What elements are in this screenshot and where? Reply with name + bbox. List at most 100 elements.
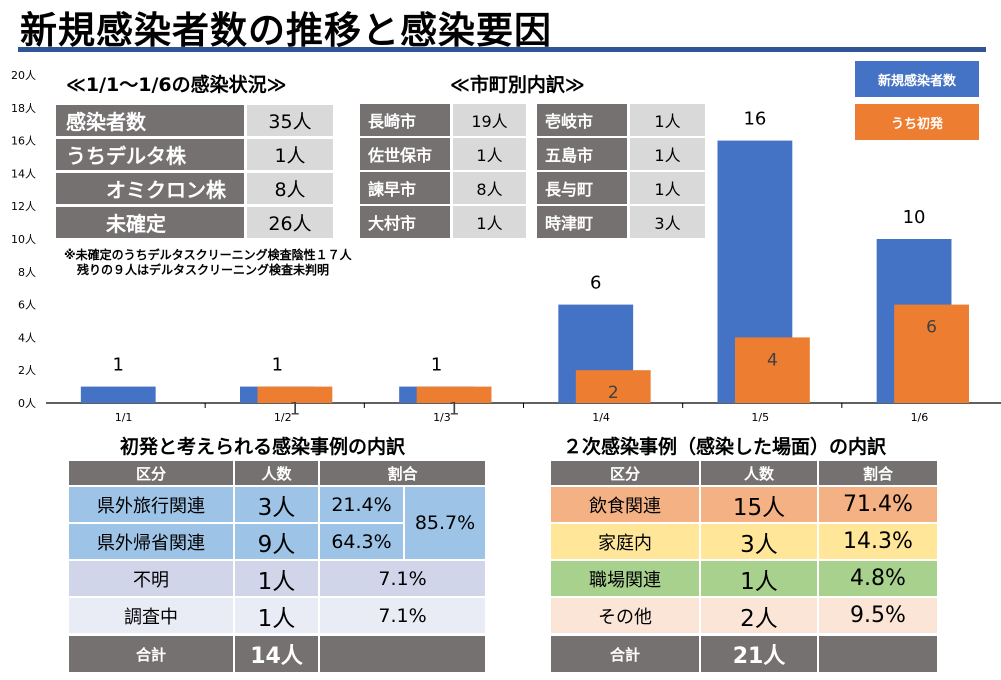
secondary-cat-household: 家庭内 — [551, 524, 699, 559]
y-tick-label: 12人 — [11, 200, 36, 213]
bar-label-primary-cases: 1 — [289, 400, 300, 420]
city-count: 1人 — [453, 206, 526, 238]
primary-header-count: 人数 — [235, 461, 318, 485]
primary-cat-unknown: 不明 — [69, 561, 233, 596]
secondary-header-ratio: 割合 — [819, 461, 937, 485]
secondary-ratio-other: 9.5% — [819, 598, 937, 633]
city-name: 五島市 — [537, 138, 627, 170]
bar-primary-cases — [257, 386, 333, 403]
y-tick-label: 8人 — [18, 266, 36, 279]
city-name: 長崎市 — [360, 104, 450, 136]
title-underline — [18, 47, 986, 52]
status-value-delta: 1人 — [247, 139, 333, 170]
bar-label-primary-cases: 4 — [767, 350, 778, 370]
y-tick-label: 18人 — [11, 102, 36, 115]
primary-cat-travel: 県外旅行関連 — [69, 487, 233, 522]
status-value-omicron: 8人 — [247, 173, 333, 204]
city-name: 諫早市 — [360, 172, 450, 204]
secondary-count-household: 3人 — [701, 524, 817, 559]
x-tick-label: 1/6 — [911, 411, 929, 424]
status-label-undetermined: 未確定 — [56, 207, 244, 238]
secondary-ratio-household: 14.3% — [819, 524, 937, 559]
bar-label-new-cases: 1 — [272, 355, 283, 376]
bar-label-new-cases: 1 — [431, 355, 442, 376]
city-count: 1人 — [630, 172, 705, 204]
primary-count-investigating: 1人 — [235, 598, 318, 633]
bar-label-new-cases: 1 — [113, 355, 124, 376]
status-label-delta: うちデルタ株 — [56, 139, 244, 170]
city-count: 1人 — [630, 104, 705, 136]
primary-cat-homecoming: 県外帰省関連 — [69, 524, 233, 559]
status-value-undetermined: 26人 — [247, 207, 333, 238]
secondary-count-other: 2人 — [701, 598, 817, 633]
secondary-total-count: 21人 — [701, 636, 817, 672]
bar-label-new-cases: 16 — [743, 109, 766, 130]
primary-ratio-investigating: 7.1% — [320, 598, 485, 633]
primary-ratio-unknown: 7.1% — [320, 561, 485, 596]
bar-label-primary-cases: 6 — [926, 318, 937, 338]
y-tick-label: 6人 — [18, 299, 36, 312]
city-count: 1人 — [630, 138, 705, 170]
primary-ratio-merged: 85.7% — [405, 487, 485, 559]
secondary-cat-other: その他 — [551, 598, 699, 633]
legend-new-cases: 新規感染者数 — [855, 61, 979, 97]
bar-label-primary-cases: 2 — [608, 383, 619, 403]
status-label-omicron: オミクロン株 — [56, 173, 244, 204]
primary-cat-investigating: 調査中 — [69, 598, 233, 633]
city-name: 壱岐市 — [537, 104, 627, 136]
primary-count-unknown: 1人 — [235, 561, 318, 596]
y-tick-label: 14人 — [11, 167, 36, 180]
primary-total-ratio-empty — [320, 636, 485, 672]
bar-primary-cases — [575, 370, 651, 403]
legend-primary-cases: うち初発 — [855, 104, 979, 140]
primary-count-travel: 3人 — [235, 487, 318, 522]
city-name: 長与町 — [537, 172, 627, 204]
status-value-cases: 35人 — [247, 105, 333, 136]
x-tick-label: 1/4 — [592, 411, 610, 424]
city-count: 19人 — [453, 104, 526, 136]
secondary-table-title: ２次感染事例（感染した場面）の内訳 — [563, 436, 887, 458]
secondary-ratio-dining: 71.4% — [819, 487, 937, 522]
city-panel-title: ≪市町別内訳≫ — [450, 74, 585, 96]
primary-table-title: 初発と考えられる感染事例の内訳 — [120, 436, 406, 458]
city-name: 佐世保市 — [360, 138, 450, 170]
city-count: 1人 — [453, 138, 526, 170]
city-name: 時津町 — [537, 206, 627, 238]
bar-label-new-cases: 10 — [903, 207, 926, 228]
primary-total-label: 合計 — [69, 636, 233, 672]
secondary-count-workplace: 1人 — [701, 561, 817, 596]
status-note-line2: 残りの９人はデルタスクリーニング検査未判明 — [77, 263, 330, 277]
x-tick-label: 1/1 — [115, 411, 133, 424]
secondary-header-category: 区分 — [551, 461, 699, 485]
status-panel-title: ≪1/1～1/6の感染状況≫ — [66, 74, 287, 96]
primary-header-category: 区分 — [69, 461, 233, 485]
y-tick-label: 16人 — [11, 135, 36, 148]
status-note-line1: ※未確定のうちデルタスクリーニング検査陰性１７人 — [64, 248, 352, 262]
primary-total-count: 14人 — [235, 636, 318, 672]
x-tick-label: 1/3 — [433, 411, 451, 424]
secondary-cat-dining: 飲食関連 — [551, 487, 699, 522]
y-tick-label: 4人 — [18, 331, 36, 344]
primary-count-homecoming: 9人 — [235, 524, 318, 559]
secondary-count-dining: 15人 — [701, 487, 817, 522]
y-tick-label: 2人 — [18, 364, 36, 377]
x-tick-label: 1/2 — [274, 411, 292, 424]
bar-primary-cases — [735, 337, 810, 403]
bar-label-primary-cases: 1 — [449, 400, 460, 420]
primary-header-ratio: 割合 — [320, 461, 485, 485]
primary-ratio-homecoming: 64.3% — [320, 524, 403, 559]
y-tick-label: 0人 — [18, 397, 36, 410]
primary-ratio-travel: 21.4% — [320, 487, 403, 522]
bar-primary-cases — [416, 386, 492, 403]
secondary-cat-workplace: 職場関連 — [551, 561, 699, 596]
bar-new-cases — [80, 386, 156, 403]
secondary-header-count: 人数 — [701, 461, 817, 485]
status-label-cases: 感染者数 — [56, 105, 244, 136]
city-count: 3人 — [630, 206, 705, 238]
y-tick-label: 10人 — [11, 233, 36, 246]
secondary-total-label: 合計 — [551, 636, 699, 672]
bar-label-new-cases: 6 — [590, 273, 601, 294]
secondary-total-ratio-empty — [819, 636, 937, 672]
secondary-ratio-workplace: 4.8% — [819, 561, 937, 596]
city-name: 大村市 — [360, 206, 450, 238]
